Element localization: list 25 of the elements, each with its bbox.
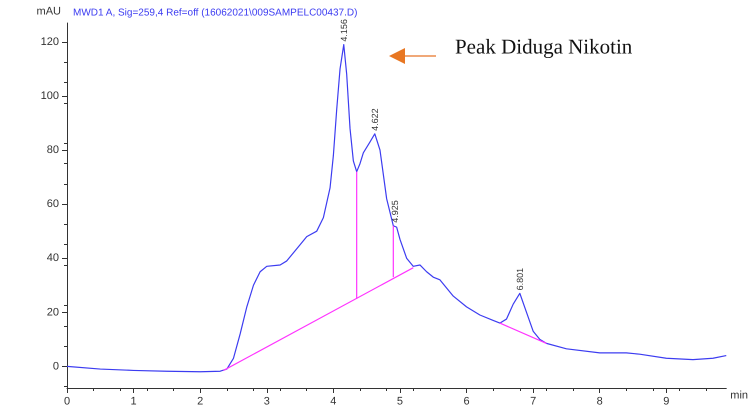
x-tick-label: 3 [264,396,270,408]
annotation: 6.801 [514,268,525,290]
x-tick-label: 0 [64,396,70,408]
x-tick-label: 6 [464,396,470,408]
annotation: Peak Diduga Nikotin [455,34,633,58]
y-tick-label: 80 [46,144,59,156]
y-tick-label: 120 [40,36,59,48]
annotation: 4.925 [390,200,400,223]
y-tick-label: 60 [46,198,59,210]
x-tick-label: 9 [663,396,670,408]
x-tick-label: 2 [197,396,204,408]
x-tick-label: 1 [130,396,137,408]
x-tick-label: 8 [596,396,603,408]
y-tick-label: 20 [46,306,59,318]
y-axis-title: mAU [36,6,62,18]
chart-title: MWD1 A, Sig=259,4 Ref=off (16062021\009SAMPELC00437.D) [73,8,358,18]
annotation: 4.622 [370,108,380,131]
x-tick-label: 5 [396,396,404,408]
y-tick-label: 40 [46,252,59,264]
annotation: 4.156 [338,19,349,42]
y-tick-label: 100 [40,90,59,102]
y-tick-label: 0 [52,360,59,372]
x-tick-label: 7 [530,396,536,408]
x-axis-title: min [730,390,748,402]
x-tick-label: 4 [330,396,336,408]
